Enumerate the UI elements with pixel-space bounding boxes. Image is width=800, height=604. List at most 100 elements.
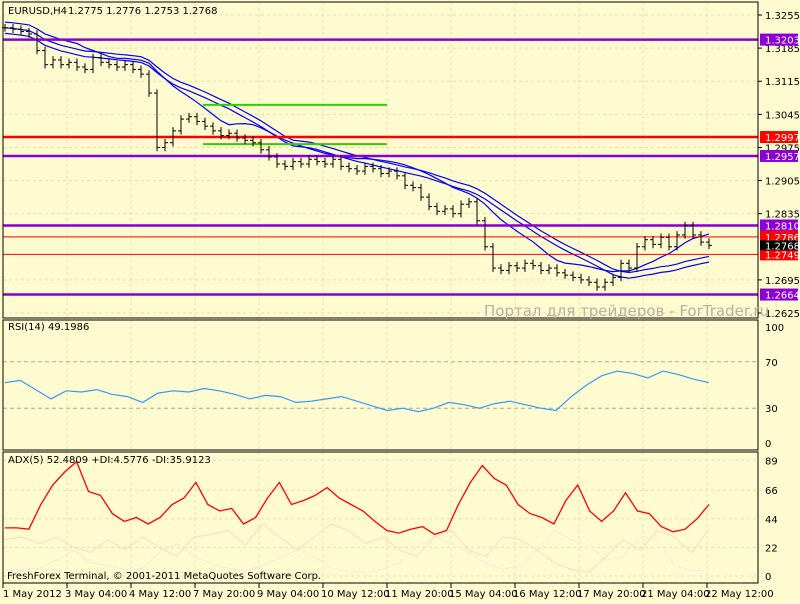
time-label: 4 May 12:00: [129, 589, 191, 600]
price-bar: [274, 153, 280, 168]
level-price-badge: [760, 149, 798, 162]
price-label: 1.3115: [765, 77, 800, 88]
ohlc-readout: 1.2775 1.2776 1.2753 1.2768: [68, 6, 218, 17]
adx-scale-label: 44: [765, 515, 778, 526]
adx-scale-label: 89: [765, 456, 778, 467]
price-bar: [386, 167, 392, 178]
price-bar: [498, 264, 504, 275]
current-price-badge: [760, 240, 798, 251]
price-bar: [178, 115, 184, 135]
price-bar: [10, 23, 16, 33]
price-bar: [58, 56, 64, 69]
price-bar: [138, 65, 144, 78]
price-bar: [290, 157, 296, 171]
level-price-badge: [760, 248, 798, 261]
price-bar: [394, 167, 400, 180]
price-bar: [642, 235, 648, 251]
time-label: 17 May 20:00: [577, 589, 646, 600]
price-bar: [666, 233, 672, 251]
time-label: 3 May 04:00: [65, 589, 127, 600]
rsi-scale-label: 0: [765, 439, 771, 450]
price-bar: [330, 155, 336, 168]
panel-frame: [2, 451, 759, 584]
price-bar: [154, 89, 160, 152]
price-bar: [474, 198, 480, 225]
price-bar: [226, 129, 232, 140]
level-price-badge: [760, 288, 798, 301]
level-price-badge: [760, 230, 798, 243]
level-price-label: 1.2810: [765, 221, 800, 232]
price-bar: [658, 233, 664, 249]
price-bar: [258, 138, 264, 154]
price-bar: [210, 122, 216, 135]
price-label: 1.2625: [765, 309, 800, 320]
price-bar: [66, 58, 72, 69]
price-bar: [578, 273, 584, 284]
grid: [3, 2, 758, 583]
price-bar: [234, 129, 240, 142]
adx-scale-label: 0: [765, 572, 771, 583]
price-bar: [634, 242, 640, 272]
panel-frame: [2, 319, 759, 451]
price-label: 1.2695: [765, 276, 800, 287]
price-bar: [298, 157, 304, 168]
price-bar: [98, 53, 104, 67]
price-bar: [434, 202, 440, 216]
price-bar: [418, 183, 424, 201]
price-label: 1.2905: [765, 177, 800, 188]
price-bar: [450, 205, 456, 218]
adx-panel[interactable]: [4, 460, 710, 573]
price-label: 1.2835: [765, 210, 800, 221]
time-label: 7 May 20:00: [193, 589, 255, 600]
price-bar: [706, 238, 712, 250]
price-bar: [314, 155, 320, 166]
price-bar: [618, 259, 624, 282]
price-bar: [626, 259, 632, 272]
rsi-scale-label: 100: [765, 323, 784, 334]
symbol-timeframe: EURUSD,H4: [8, 6, 67, 17]
adx-scale-label: 22: [765, 543, 778, 554]
time-label: 22 May 12:00: [705, 589, 774, 600]
price-bar: [250, 136, 256, 147]
price-bar: [354, 164, 360, 175]
price-bar: [170, 127, 176, 147]
price-panel[interactable]: [2, 21, 758, 296]
rsi-scale-label: 30: [765, 404, 778, 415]
price-bar: [50, 56, 56, 69]
price-bar: [674, 231, 680, 251]
rsi-line: [4, 370, 710, 413]
level-price-badge: [760, 33, 798, 46]
price-label: 1.3045: [765, 110, 800, 121]
rsi-scale-label: 70: [765, 358, 778, 369]
level-price-label: 1.2664: [765, 291, 800, 302]
price-bar: [194, 112, 200, 126]
price-bar: [122, 60, 128, 71]
minus-di-line: [4, 523, 710, 573]
price-bar: [34, 30, 40, 55]
rsi-panel[interactable]: [3, 361, 758, 413]
adx-scale-label: 66: [765, 486, 778, 497]
price-bar: [218, 127, 224, 140]
price-bar: [322, 157, 328, 168]
level-price-label: 1.2957: [765, 152, 800, 163]
level-price-label: 1.3203: [765, 36, 800, 47]
moving-average-line: [4, 32, 710, 279]
price-bar: [586, 276, 592, 287]
price-bar: [42, 46, 48, 69]
price-bar: [282, 160, 288, 171]
price-bar: [370, 162, 376, 173]
adx-line: [5, 460, 710, 536]
price-bar: [602, 278, 608, 291]
price-bar: [266, 146, 272, 161]
price-bar: [410, 181, 416, 192]
price-bar: [306, 155, 312, 168]
copyright-footer: FreshForex Terminal, © 2001-2011 MetaQuo…: [7, 571, 321, 582]
price-bar: [338, 155, 344, 171]
price-bar: [346, 162, 352, 173]
price-bar: [690, 221, 696, 239]
time-label: 11 May 20:00: [385, 589, 454, 600]
price-bar: [570, 271, 576, 282]
